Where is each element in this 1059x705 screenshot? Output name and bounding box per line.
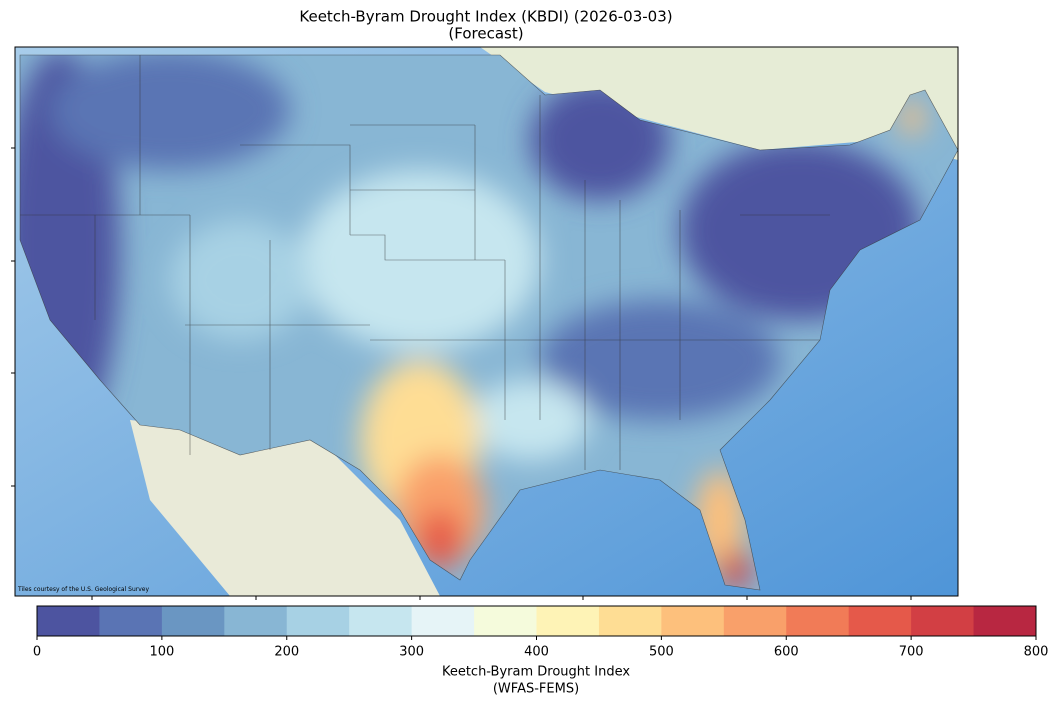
map-title: Keetch-Byram Drought Index (KBDI) (2026-… (299, 8, 672, 26)
colorbar-bin (37, 606, 100, 636)
colorbar-tick-label: 400 (524, 645, 549, 660)
colorbar-tick-label: 300 (399, 645, 424, 660)
colorbar-bin (349, 606, 413, 636)
map: Tiles courtesy of the U.S. Geological Su… (15, 47, 958, 596)
colorbar-tick-label: 200 (274, 645, 299, 660)
mexico (130, 420, 440, 596)
colorbar-tick-label: 800 (1024, 645, 1049, 660)
colorbar-bin (411, 606, 475, 636)
colorbar-bin (661, 606, 725, 636)
map-frame (14, 46, 959, 597)
colorbar-bin (161, 606, 225, 636)
attribution: Tiles courtesy of the U.S. Geological Su… (17, 586, 149, 593)
colorbar-sublabel: (WFAS-FEMS) (493, 682, 579, 697)
colorbar-bin (286, 606, 350, 636)
colorbar-bin (474, 606, 537, 636)
map-subtitle: (Forecast) (448, 25, 523, 43)
colorbar-tick-label: 0 (33, 645, 41, 660)
colorbar-tick-label: 600 (774, 645, 799, 660)
colorbar-tick-label: 100 (149, 645, 174, 660)
colorbar-label: Keetch-Byram Drought Index (442, 665, 630, 680)
colorbar-bin (973, 606, 1037, 636)
colorbar-bin (723, 606, 787, 636)
state-borders (19, 54, 958, 591)
colorbar-bin (224, 606, 288, 636)
colorbar-bin (786, 606, 850, 636)
colorbar-tick-label: 700 (899, 645, 924, 660)
map-ticks (11, 147, 912, 600)
colorbar-tick-label: 500 (649, 645, 674, 660)
colorbar-bin (598, 606, 662, 636)
colorbar-bin (911, 606, 975, 636)
colorbar-bin (99, 606, 163, 636)
colorbar: 0 100 200 300 400 500 600 700 800 (33, 605, 1049, 660)
canada (480, 47, 958, 160)
colorbar-bin (536, 606, 600, 636)
colorbar-bin (848, 606, 912, 636)
